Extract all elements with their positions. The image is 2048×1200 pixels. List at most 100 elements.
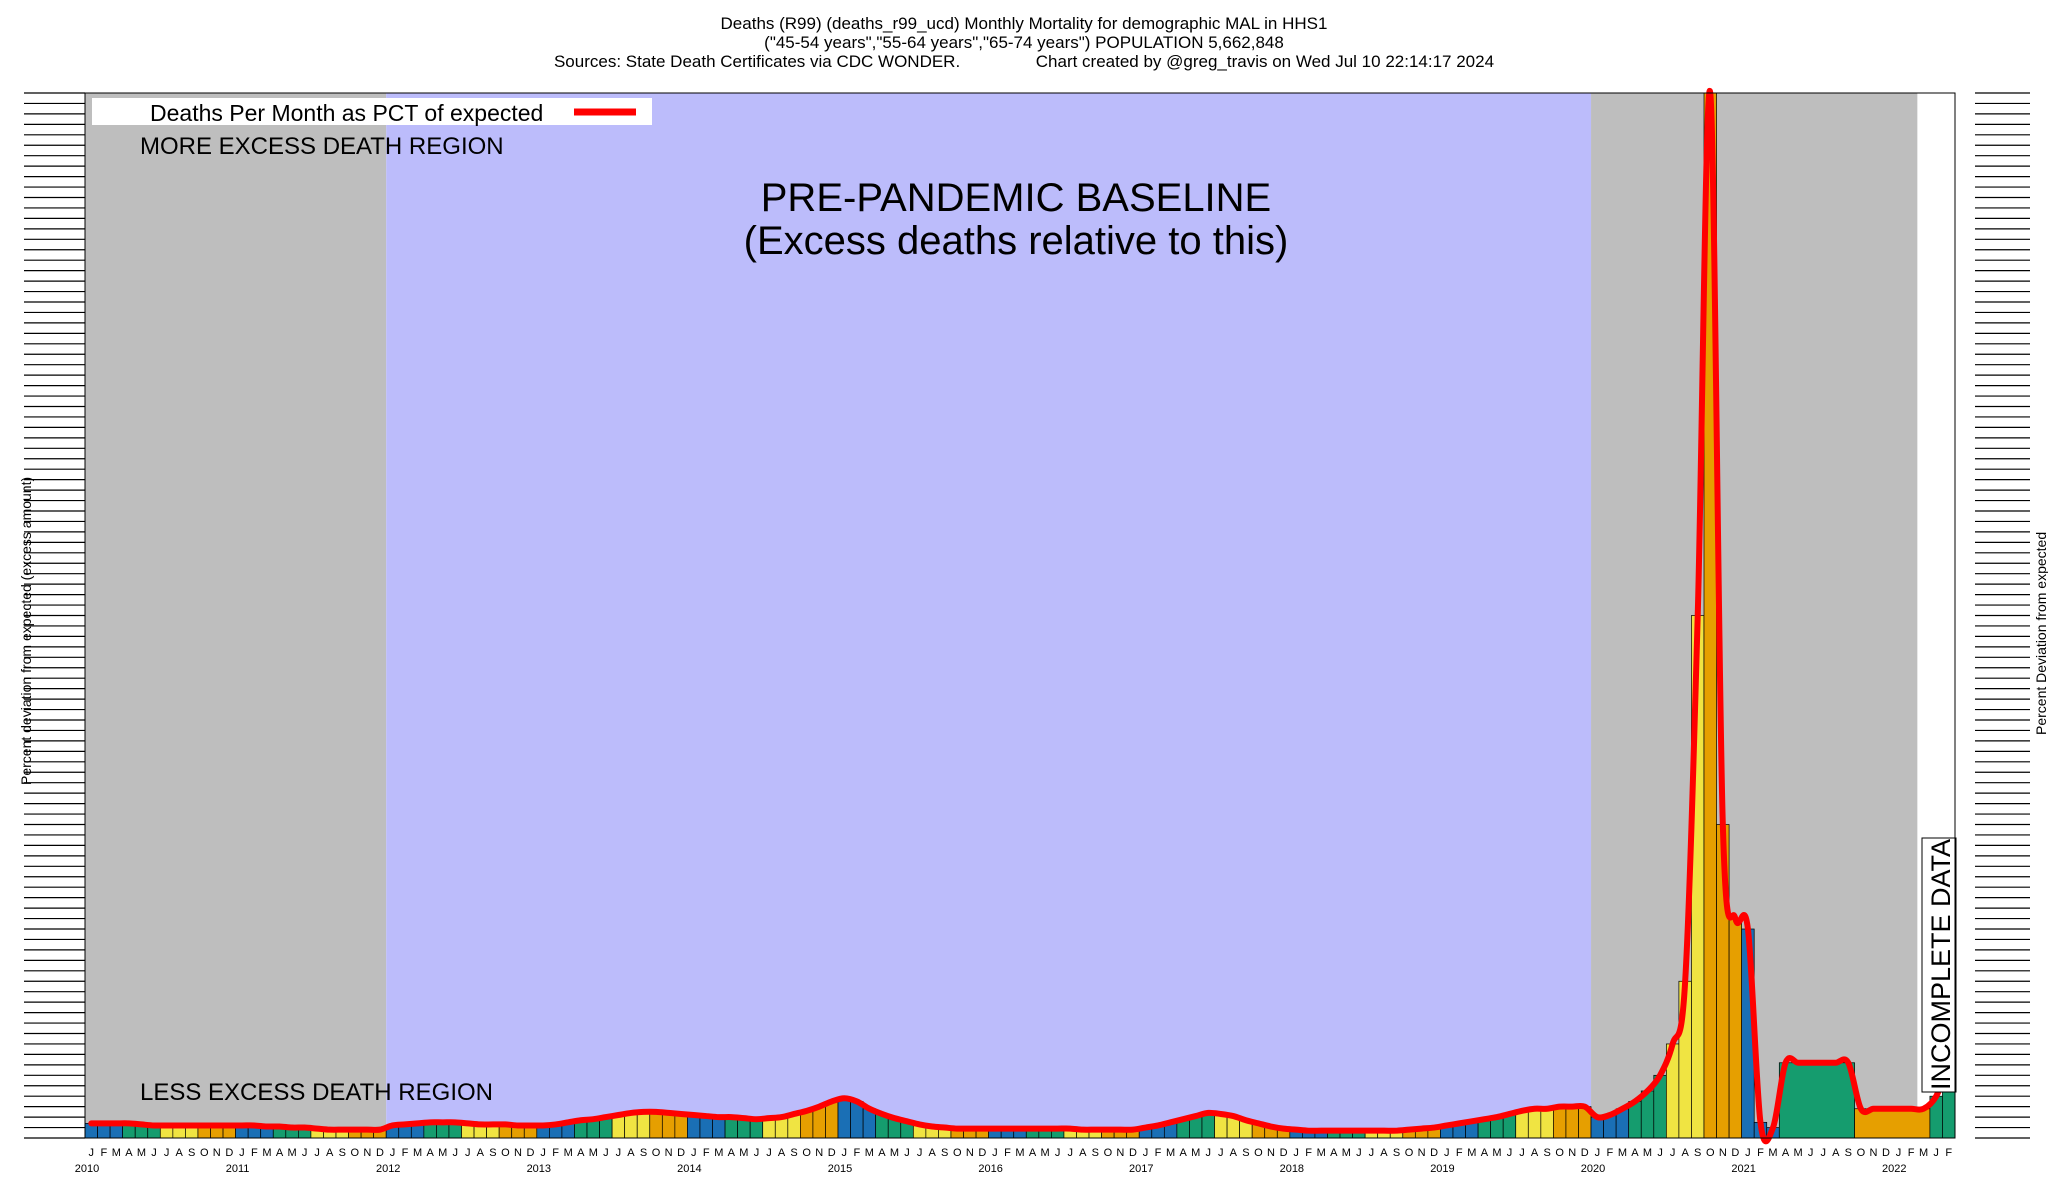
x-tick-month: M (1166, 1147, 1175, 1159)
x-tick-month: A (1230, 1147, 1238, 1159)
bar (624, 1112, 638, 1139)
x-tick-month: A (326, 1147, 334, 1159)
x-tick-month: N (815, 1147, 823, 1159)
x-tick-month: F (1945, 1147, 1952, 1159)
bar (1553, 1106, 1567, 1139)
x-tick-month: D (978, 1147, 986, 1159)
x-tick-month: J (314, 1147, 320, 1159)
x-tick-month: A (627, 1147, 635, 1159)
x-tick-month: S (941, 1147, 948, 1159)
x-tick-month: A (1681, 1147, 1689, 1159)
x-tick-month: J (1143, 1147, 1149, 1159)
bar (1778, 1062, 1855, 1139)
more-excess-region-label: MORE EXCESS DEATH REGION (140, 133, 504, 160)
x-tick-year: 2019 (1430, 1163, 1454, 1175)
x-tick-month: A (1330, 1147, 1338, 1159)
x-tick-month: M (1492, 1147, 1501, 1159)
x-tick-month: M (1317, 1147, 1326, 1159)
x-tick-month: F (100, 1147, 107, 1159)
bar (837, 1097, 851, 1139)
x-tick-month: O (1857, 1147, 1866, 1159)
x-tick-month: O (501, 1147, 510, 1159)
x-tick-month: A (1531, 1147, 1539, 1159)
x-tick-month: F (1305, 1147, 1312, 1159)
x-tick-month: A (1079, 1147, 1087, 1159)
x-tick-month: M (1618, 1147, 1627, 1159)
x-tick-month: M (1768, 1147, 1777, 1159)
x-tick-month: A (1782, 1147, 1790, 1159)
x-tick-month: S (1845, 1147, 1852, 1159)
x-tick-month: F (1004, 1147, 1011, 1159)
x-tick-month: M (413, 1147, 422, 1159)
bar (825, 1101, 839, 1139)
x-tick-year: 2018 (1280, 1163, 1304, 1175)
x-tick-month: O (1555, 1147, 1564, 1159)
baseline-label-line-1: PRE-PANDEMIC BASELINE (761, 176, 1272, 220)
x-tick-month: N (213, 1147, 221, 1159)
x-tick-year: 2016 (978, 1163, 1002, 1175)
x-tick-month: D (225, 1147, 233, 1159)
x-tick-month: J (239, 1147, 245, 1159)
x-tick-month: N (514, 1147, 522, 1159)
x-tick-month: F (1155, 1147, 1162, 1159)
x-tick-month: J (390, 1147, 396, 1159)
x-tick-month: N (665, 1147, 673, 1159)
x-tick-month: A (125, 1147, 133, 1159)
x-tick-month: J (691, 1147, 697, 1159)
x-tick-month: M (1191, 1147, 1200, 1159)
x-tick-year: 2011 (226, 1163, 250, 1175)
x-tick-month: J (1218, 1147, 1224, 1159)
x-tick-month: J (992, 1147, 998, 1159)
x-tick-month: O (1706, 1147, 1715, 1159)
x-tick-month: S (1092, 1147, 1099, 1159)
x-tick-month: O (200, 1147, 209, 1159)
x-tick-month: J (1670, 1147, 1676, 1159)
x-tick-month: A (878, 1147, 886, 1159)
x-tick-year: 2014 (677, 1163, 701, 1175)
x-tick-month: M (739, 1147, 748, 1159)
x-tick-month: N (1719, 1147, 1727, 1159)
x-tick-month: J (540, 1147, 546, 1159)
x-tick-month: A (477, 1147, 485, 1159)
x-tick-month: N (966, 1147, 974, 1159)
x-tick-month: D (828, 1147, 836, 1159)
x-tick-month: N (1568, 1147, 1576, 1159)
x-tick-month: F (402, 1147, 409, 1159)
x-tick-month: J (1657, 1147, 1663, 1159)
x-tick-month: M (1467, 1147, 1476, 1159)
bar (1540, 1108, 1554, 1139)
x-tick-month: O (652, 1147, 661, 1159)
x-tick-year: 2022 (1882, 1163, 1906, 1175)
x-tick-month: M (1342, 1147, 1351, 1159)
bar (661, 1112, 676, 1139)
x-tick-month: M (589, 1147, 598, 1159)
incomplete-data-label: INCOMPLETE DATA (1926, 839, 1956, 1090)
x-tick-month: F (1456, 1147, 1463, 1159)
x-tick-month: F (1757, 1147, 1764, 1159)
x-tick-month: D (1430, 1147, 1438, 1159)
x-tick-month: J (1369, 1147, 1375, 1159)
x-tick-month: N (1116, 1147, 1124, 1159)
y-axis-ticks (24, 92, 2030, 1139)
x-tick-month: J (1444, 1147, 1450, 1159)
x-tick-month: J (754, 1147, 760, 1159)
x-tick-month: A (1029, 1147, 1037, 1159)
x-tick-month: J (151, 1147, 157, 1159)
legend-box (92, 98, 652, 125)
x-tick-month: M (890, 1147, 899, 1159)
x-tick-month: S (1694, 1147, 1701, 1159)
x-tick-month: J (904, 1147, 910, 1159)
x-tick-month: J (1745, 1147, 1751, 1159)
bar (636, 1111, 651, 1139)
x-tick-month: S (188, 1147, 195, 1159)
x-tick-month: J (89, 1147, 95, 1159)
region-more-excess-0 (85, 93, 387, 1138)
x-tick-year: 2020 (1581, 1163, 1605, 1175)
bar (649, 1111, 663, 1139)
x-tick-month: F (1606, 1147, 1613, 1159)
less-excess-region-label: LESS EXCESS DEATH REGION (140, 1079, 493, 1106)
bar (674, 1113, 688, 1139)
x-tick-month: J (164, 1147, 170, 1159)
x-tick-month: A (1179, 1147, 1187, 1159)
x-tick-month: J (1067, 1147, 1073, 1159)
